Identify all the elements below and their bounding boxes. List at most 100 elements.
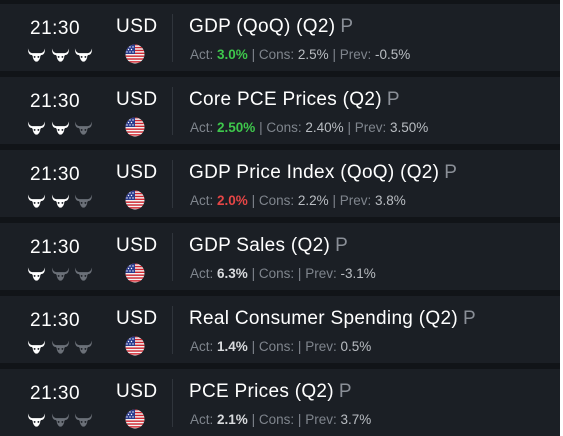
bull-icon — [27, 47, 46, 63]
consensus-value: 2.40% — [305, 120, 344, 135]
event-name[interactable]: PCE Prices (Q2) — [189, 381, 334, 402]
event-row[interactable]: 21:30 USD PCE Prices (Q2) P Act: 2.1% | Cons… — [0, 369, 560, 436]
preliminary-marker: P — [444, 162, 458, 183]
us-flag-icon — [124, 336, 146, 356]
event-row[interactable]: 21:30 USD GDP (QoQ) (Q2) P Act: 3.0% | Cons:… — [0, 4, 560, 71]
previous-value: 3.7% — [340, 412, 372, 427]
event-stats: Act: 1.4% | Cons: | Prev: 0.5% — [190, 339, 371, 354]
preliminary-marker: P — [340, 16, 354, 37]
event-name[interactable]: GDP (QoQ) (Q2) — [189, 16, 336, 37]
consensus-label: Cons: — [266, 120, 302, 135]
previous-label: Prev: — [305, 339, 337, 354]
column-divider — [172, 160, 173, 208]
actual-value: 1.4% — [217, 339, 248, 354]
event-time: 21:30 — [30, 164, 81, 185]
bull-icon — [51, 120, 70, 136]
bull-icon — [74, 193, 93, 209]
event-row[interactable]: 21:30 USD GDP Price Index (QoQ) (Q2) P Act: … — [0, 150, 560, 217]
event-name[interactable]: GDP Sales (Q2) — [189, 235, 331, 256]
previous-value: -3.1% — [340, 266, 376, 281]
separator: | — [251, 266, 256, 281]
separator: | — [332, 193, 336, 208]
event-name[interactable]: Real Consumer Spending (Q2) — [189, 308, 458, 329]
preliminary-marker: P — [462, 308, 476, 329]
us-flag-icon — [124, 44, 146, 64]
bull-icon — [51, 193, 70, 209]
event-title[interactable]: GDP Sales (Q2) P — [189, 235, 348, 257]
event-currency: USD — [116, 89, 158, 110]
bull-icon — [74, 339, 93, 355]
preliminary-marker: P — [338, 381, 352, 402]
actual-label: Act: — [190, 339, 214, 354]
consensus-label: Cons: — [258, 193, 295, 208]
event-time: 21:30 — [30, 237, 81, 258]
event-stats: Act: 2.1% | Cons: | Prev: 3.7% — [190, 412, 371, 427]
actual-value: 2.50% — [217, 120, 256, 135]
event-stats: Act: 3.0% | Cons: 2.5% | Prev: -0.5% — [190, 47, 410, 62]
us-flag-icon — [124, 190, 146, 210]
actual-value: 3.0% — [217, 47, 248, 62]
consensus-label: Cons: — [258, 266, 295, 281]
event-name[interactable]: Core PCE Prices (Q2) — [189, 89, 382, 110]
actual-value: 2.0% — [217, 193, 248, 208]
event-title[interactable]: PCE Prices (Q2) P — [189, 381, 352, 403]
column-divider — [172, 233, 173, 281]
consensus-value: 2.5% — [297, 47, 329, 62]
consensus-label: Cons: — [258, 47, 295, 62]
separator: | — [297, 266, 302, 281]
event-currency: USD — [116, 235, 158, 256]
actual-value: 2.1% — [217, 412, 248, 427]
actual-label: Act: — [190, 266, 214, 281]
preliminary-marker: P — [386, 89, 400, 110]
event-stats: Act: 2.0% | Cons: 2.2% | Prev: 3.8% — [190, 193, 406, 208]
actual-value: 6.3% — [217, 266, 248, 281]
previous-value: 3.8% — [375, 193, 406, 208]
event-title[interactable]: Real Consumer Spending (Q2) P — [189, 308, 476, 330]
separator: | — [297, 412, 302, 427]
actual-label: Act: — [190, 193, 214, 208]
separator: | — [332, 47, 336, 62]
bull-icon — [74, 120, 93, 136]
event-name[interactable]: GDP Price Index (QoQ) (Q2) — [189, 162, 440, 183]
event-row[interactable]: 21:30 USD Real Consumer Spending (Q2) P Act:… — [0, 296, 560, 363]
event-currency: USD — [116, 381, 158, 402]
preliminary-marker: P — [335, 235, 349, 256]
event-time: 21:30 — [30, 91, 81, 112]
event-title[interactable]: GDP (QoQ) (Q2) P — [189, 16, 353, 38]
separator: | — [347, 120, 351, 135]
actual-label: Act: — [190, 412, 214, 427]
consensus-label: Cons: — [258, 412, 295, 427]
bull-icon — [51, 47, 70, 63]
event-row[interactable]: 21:30 USD Core PCE Prices (Q2) P Act: 2.50% … — [0, 77, 560, 144]
bull-icon — [74, 412, 93, 428]
bull-icon — [27, 412, 46, 428]
event-stats: Act: 6.3% | Cons: | Prev: -3.1% — [190, 266, 376, 281]
event-currency: USD — [116, 162, 158, 183]
column-divider — [172, 379, 173, 427]
us-flag-icon — [124, 409, 146, 429]
separator: | — [259, 120, 263, 135]
column-divider — [172, 87, 173, 135]
consensus-value: 2.2% — [297, 193, 329, 208]
bull-icon — [51, 339, 70, 355]
separator: | — [251, 412, 256, 427]
actual-label: Act: — [190, 47, 214, 62]
previous-value: 0.5% — [340, 339, 372, 354]
bull-icon — [27, 193, 46, 209]
event-row[interactable]: 21:30 USD GDP Sales (Q2) P Act: 6.3% | Cons:… — [0, 223, 560, 290]
event-currency: USD — [116, 308, 158, 329]
event-title[interactable]: GDP Price Index (QoQ) (Q2) P — [189, 162, 457, 184]
bull-icon — [74, 266, 93, 282]
previous-label: Prev: — [339, 47, 372, 62]
bull-icon — [27, 339, 46, 355]
bull-icon — [27, 266, 46, 282]
bull-icon — [51, 266, 70, 282]
us-flag-icon — [124, 263, 146, 283]
event-title[interactable]: Core PCE Prices (Q2) P — [189, 89, 400, 111]
bull-icon — [27, 120, 46, 136]
column-divider — [172, 306, 173, 354]
consensus-label: Cons: — [258, 339, 295, 354]
previous-value: 3.50% — [390, 120, 429, 135]
separator: | — [251, 193, 256, 208]
